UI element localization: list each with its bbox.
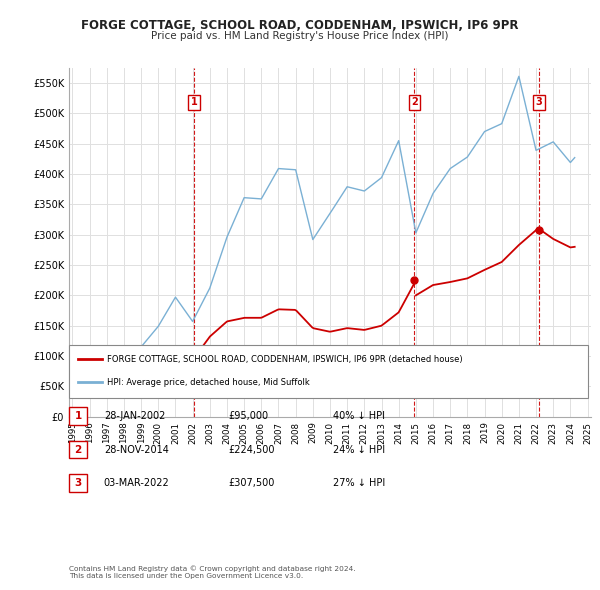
Text: 27% ↓ HPI: 27% ↓ HPI [333,478,385,488]
Text: 28-NOV-2014: 28-NOV-2014 [104,445,169,454]
Text: FORGE COTTAGE, SCHOOL ROAD, CODDENHAM, IPSWICH, IP6 9PR: FORGE COTTAGE, SCHOOL ROAD, CODDENHAM, I… [81,19,519,32]
Text: 40% ↓ HPI: 40% ↓ HPI [333,411,385,421]
Text: Contains HM Land Registry data © Crown copyright and database right 2024.
This d: Contains HM Land Registry data © Crown c… [69,566,356,579]
Text: £307,500: £307,500 [228,478,274,488]
Text: 3: 3 [536,97,542,107]
Text: £224,500: £224,500 [228,445,275,454]
Text: Price paid vs. HM Land Registry's House Price Index (HPI): Price paid vs. HM Land Registry's House … [151,31,449,41]
Text: 3: 3 [74,478,82,488]
Text: 1: 1 [74,411,82,421]
Text: 28-JAN-2002: 28-JAN-2002 [104,411,165,421]
Text: 03-MAR-2022: 03-MAR-2022 [104,478,170,488]
Text: FORGE COTTAGE, SCHOOL ROAD, CODDENHAM, IPSWICH, IP6 9PR (detached house): FORGE COTTAGE, SCHOOL ROAD, CODDENHAM, I… [107,355,463,364]
Text: HPI: Average price, detached house, Mid Suffolk: HPI: Average price, detached house, Mid … [107,378,310,387]
Text: 1: 1 [191,97,197,107]
Text: 24% ↓ HPI: 24% ↓ HPI [333,445,385,454]
Text: 2: 2 [74,445,82,454]
Text: 2: 2 [411,97,418,107]
Text: £95,000: £95,000 [228,411,268,421]
